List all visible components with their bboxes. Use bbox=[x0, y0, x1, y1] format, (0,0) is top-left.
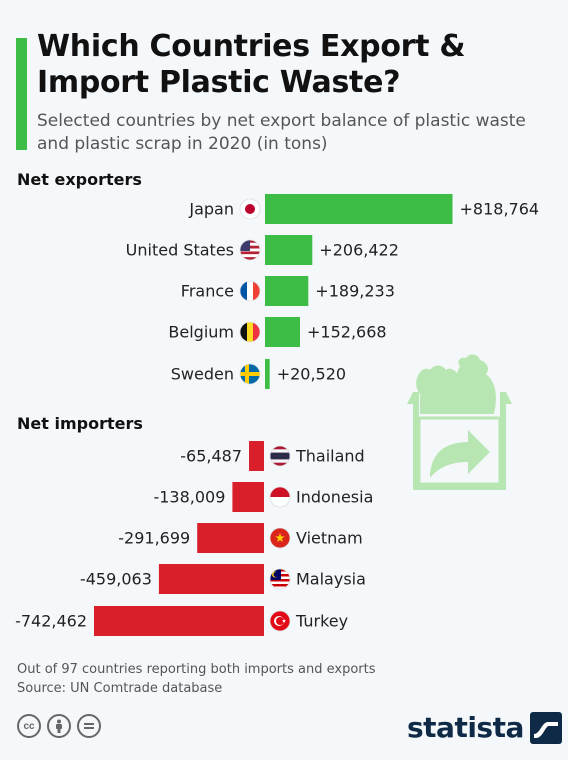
japan-flag-icon bbox=[239, 198, 261, 220]
page-subtitle: Selected countries by net export balance… bbox=[37, 111, 526, 154]
category-label-france: France bbox=[181, 282, 234, 301]
cc-icon[interactable]: cc bbox=[17, 714, 41, 738]
footnote-note: Out of 97 countries reporting both impor… bbox=[17, 662, 376, 677]
category-label-thailand: Thailand bbox=[295, 447, 365, 466]
turkey-flag-icon bbox=[269, 610, 291, 632]
statista-mark-icon bbox=[529, 711, 562, 744]
value-label-thailand: -65,487 bbox=[180, 447, 242, 466]
sweden-flag-icon bbox=[239, 363, 261, 385]
value-label-japan: +818,764 bbox=[460, 200, 540, 219]
plastic-bag-box-export-icon bbox=[407, 354, 512, 490]
title-accent-bar bbox=[16, 38, 27, 150]
value-label-malaysia: -459,063 bbox=[80, 570, 152, 589]
section-heading-exporters: Net exporters bbox=[17, 170, 142, 189]
bar-sweden bbox=[265, 359, 270, 389]
category-label-indonesia: Indonesia bbox=[296, 488, 373, 507]
category-label-japan: Japan bbox=[188, 200, 234, 219]
france-flag-icon bbox=[239, 280, 261, 302]
belgium-flag-icon bbox=[239, 321, 261, 343]
footnote-source: Source: UN Comtrade database bbox=[17, 681, 223, 696]
bar-chart: +818,764 Japan +206,422 United States +189,2… bbox=[15, 194, 540, 636]
category-label-vietnam: Vietnam bbox=[296, 529, 363, 548]
value-label-france: +189,233 bbox=[315, 282, 395, 301]
value-label-indonesia: -138,009 bbox=[153, 488, 225, 507]
value-label-turkey: -742,462 bbox=[15, 612, 87, 631]
bar-belgium bbox=[265, 317, 300, 347]
category-label-turkey: Turkey bbox=[295, 612, 348, 631]
vietnam-flag-icon bbox=[269, 527, 291, 549]
license-icons: cc bbox=[17, 714, 101, 738]
value-label-vietnam: -291,699 bbox=[118, 529, 190, 548]
no-derivatives-icon[interactable] bbox=[77, 714, 101, 738]
page-title: Which Countries Export & Import Plastic … bbox=[37, 29, 466, 100]
indonesia-flag-icon bbox=[269, 486, 291, 508]
category-label-belgium: Belgium bbox=[168, 323, 234, 342]
value-label-belgium: +152,668 bbox=[307, 323, 387, 342]
thailand-flag-icon bbox=[269, 445, 291, 467]
category-label-united-states: United States bbox=[126, 241, 234, 260]
bar-indonesia bbox=[232, 482, 264, 512]
bar-thailand bbox=[249, 441, 264, 471]
logo-text: statista bbox=[407, 711, 524, 744]
bar-turkey bbox=[94, 606, 264, 636]
united-states-flag-icon bbox=[239, 239, 261, 261]
value-label-united-states: +206,422 bbox=[319, 241, 399, 260]
bar-france bbox=[265, 276, 309, 306]
bar-japan bbox=[265, 194, 453, 224]
bar-united-states bbox=[265, 235, 313, 265]
attribution-icon[interactable] bbox=[47, 714, 71, 738]
value-label-sweden: +20,520 bbox=[277, 365, 346, 384]
section-heading-importers: Net importers bbox=[17, 414, 143, 433]
statista-logo[interactable]: statista bbox=[407, 711, 562, 744]
malaysia-flag-icon bbox=[269, 568, 291, 590]
category-label-sweden: Sweden bbox=[171, 365, 234, 384]
bar-malaysia bbox=[158, 564, 264, 594]
bar-vietnam bbox=[197, 523, 264, 553]
category-label-malaysia: Malaysia bbox=[296, 570, 366, 589]
footnote: Out of 97 countries reporting both impor… bbox=[17, 660, 376, 698]
